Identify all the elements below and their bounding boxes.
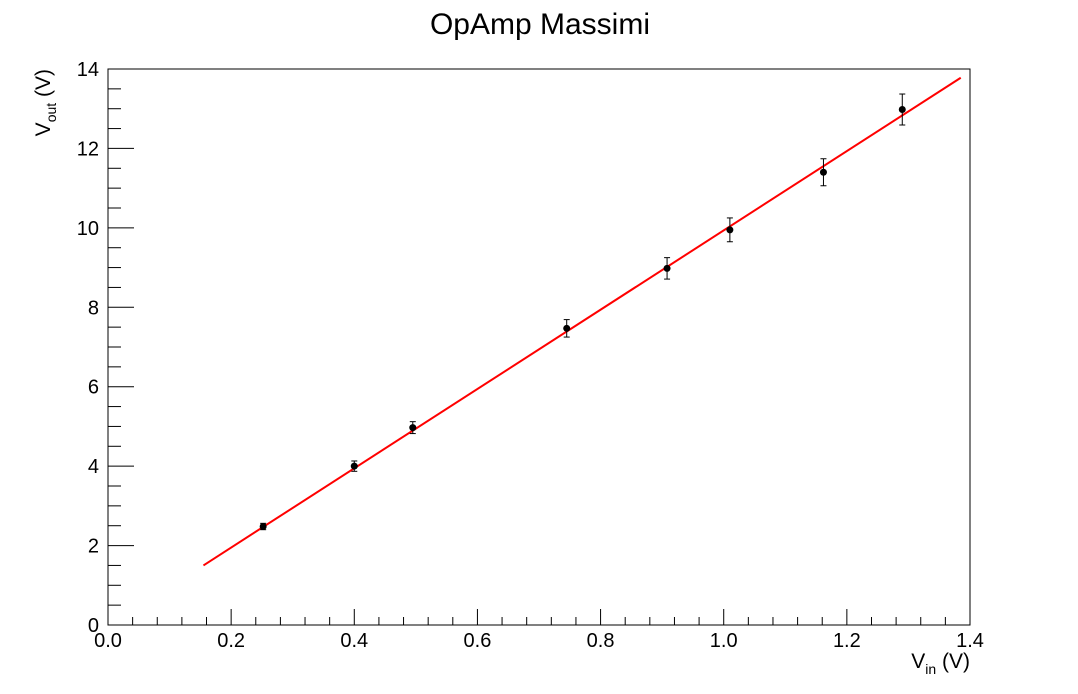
x-tick-label: 0.2 [217,630,245,652]
y-tick-label: 12 [77,138,99,160]
x-tick-label: 1.4 [956,630,984,652]
plot-frame [107,68,971,626]
data-point [663,257,671,280]
y-tick-label: 4 [88,456,99,478]
y-tick-label: 0 [88,615,99,637]
y-tick-label: 2 [88,536,99,558]
x-tick-label: 0.6 [464,630,492,652]
x-tick-label: 1.2 [833,630,861,652]
y-axis-label: Vout (V) [32,69,59,136]
x-axis-label: Vin (V) [911,650,970,677]
y-tick-label: 6 [88,377,99,399]
data-marker [898,106,906,114]
data-point [563,319,571,338]
x-tick-label: 1.0 [710,630,738,652]
data-marker [726,226,734,234]
data-point [726,217,734,243]
data-point [819,158,827,187]
y-tick-label: 14 [77,59,99,81]
chart-title: OpAmp Massimi [430,8,650,41]
data-marker [819,168,827,176]
data-point [898,93,906,126]
data-marker [563,324,571,332]
x-tick-label: 0.8 [587,630,615,652]
y-tick-label: 8 [88,297,99,319]
x-tick-label: 0.0 [94,630,122,652]
data-point [259,522,267,531]
x-tick-label: 0.4 [340,630,368,652]
y-tick-label: 10 [77,218,99,240]
axes: 0.0 0.2 0.4 0.6 0.8 1.0 1.2 1.4 0 2 4 6 8 10 12 14 [77,59,984,652]
data-marker [663,264,671,272]
data-marker [409,424,417,432]
data-marker [350,462,358,470]
data-marker [259,523,267,531]
fit-line [202,76,962,567]
fit-line-group [202,76,962,567]
data-point [409,421,417,435]
data-points-group [259,93,906,531]
data-point [350,460,358,472]
